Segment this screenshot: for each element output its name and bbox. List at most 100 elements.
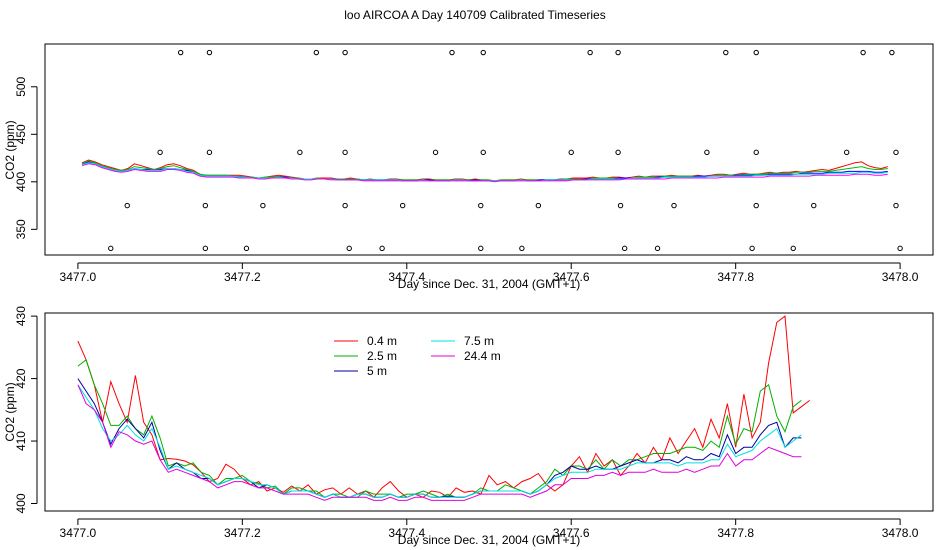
bottom-y-tick-label: 400 xyxy=(14,493,28,513)
top-point-marker xyxy=(519,245,525,252)
top-x-tick-label: 3477.0 xyxy=(60,270,97,284)
top-point-marker xyxy=(615,49,621,56)
top-y-tick-label: 450 xyxy=(14,124,28,144)
top-point-marker xyxy=(342,149,348,156)
bottom-x-tick-label: 3477.8 xyxy=(717,526,754,540)
top-point-marker xyxy=(671,202,677,209)
top-point-marker xyxy=(889,49,895,56)
bottom-y-axis-label: CO2 (ppm) xyxy=(3,382,17,441)
top-point-marker xyxy=(811,202,817,209)
top-panel: 3477.0 3477.2 3477.4 3477.6 3477.8 3478.0 350… xyxy=(3,43,934,291)
bottom-panel: 3477.0 3477.2 3477.4 3477.6 3477.8 3478.0 400… xyxy=(3,306,934,547)
bottom-y-tick-label: 420 xyxy=(14,368,28,388)
bottom-x-tick-label: 3477.6 xyxy=(553,526,590,540)
series-line-24-4-m xyxy=(77,384,802,501)
top-point-marker xyxy=(157,149,163,156)
top-y-axis-label: CO2 (ppm) xyxy=(3,120,17,179)
top-point-marker xyxy=(342,49,348,56)
top-point-marker xyxy=(617,202,624,209)
top-series-lines xyxy=(81,159,888,183)
top-point-marker xyxy=(893,149,899,156)
series-line-5-m xyxy=(77,378,802,498)
top-y-tick-label: 500 xyxy=(14,76,28,96)
top-point-marker xyxy=(243,245,250,252)
top-series-line xyxy=(81,159,888,182)
top-point-marker xyxy=(893,202,899,209)
top-point-marker xyxy=(108,245,114,252)
legend-label: 0.4 m xyxy=(367,334,397,348)
bottom-x-tick-label: 3477.0 xyxy=(60,526,97,540)
top-point-marker xyxy=(615,149,621,156)
top-point-marker xyxy=(654,245,661,252)
bottom-y-tick-label: 410 xyxy=(14,431,28,451)
top-y-tick-label: 400 xyxy=(14,171,28,191)
top-x-tick-label: 3477.2 xyxy=(224,270,261,284)
top-point-marker xyxy=(621,245,628,252)
bottom-x-tick-label: 3477.2 xyxy=(224,526,261,540)
top-x-tick-label: 3477.6 xyxy=(553,270,590,284)
top-point-marker xyxy=(480,149,486,156)
top-x-axis-label: Day since Dec. 31, 2004 (GMT+1) xyxy=(398,277,580,291)
top-point-marker xyxy=(202,245,209,252)
top-point-markers xyxy=(108,49,903,252)
legend: 0.4 m2.5 m5 m 7.5 m24.4 m xyxy=(334,334,501,378)
top-point-marker xyxy=(297,149,303,156)
top-x-tick-label: 3477.4 xyxy=(388,270,425,284)
legend-label: 24.4 m xyxy=(464,349,501,363)
top-point-marker xyxy=(432,149,439,156)
top-point-marker xyxy=(313,49,320,56)
top-series-line xyxy=(81,162,888,182)
top-plot-frame xyxy=(44,43,934,256)
bottom-x-tick-label: 3477.4 xyxy=(388,526,425,540)
top-point-marker xyxy=(478,245,484,252)
top-point-marker xyxy=(342,202,348,209)
top-point-marker xyxy=(723,49,729,56)
series-line-7-5-m xyxy=(77,384,802,498)
figure-title: loo AIRCOA A Day 140709 Calibrated Times… xyxy=(344,8,606,22)
top-point-marker xyxy=(753,202,759,209)
legend-label: 5 m xyxy=(367,364,387,378)
top-y-tick-label: 350 xyxy=(14,219,28,239)
top-point-marker xyxy=(753,149,759,156)
top-point-marker xyxy=(379,245,385,252)
top-point-marker xyxy=(704,149,710,156)
top-point-marker xyxy=(449,49,455,56)
series-line-2-5-m xyxy=(77,358,802,498)
legend-label: 2.5 m xyxy=(367,349,397,363)
top-point-marker xyxy=(206,149,213,156)
top-point-marker xyxy=(568,149,574,156)
top-point-marker xyxy=(480,49,486,56)
top-point-marker xyxy=(790,245,796,252)
top-point-marker xyxy=(478,202,484,209)
bottom-y-tick-label: 430 xyxy=(14,306,28,326)
top-point-marker xyxy=(535,202,542,209)
bottom-series-lines xyxy=(77,315,811,501)
legend-label: 7.5 m xyxy=(464,334,494,348)
bottom-x-axis-label: Day since Dec. 31, 2004 (GMT+1) xyxy=(398,533,580,547)
top-point-marker xyxy=(260,202,266,209)
top-point-marker xyxy=(124,202,130,209)
top-point-marker xyxy=(399,202,406,209)
top-point-marker xyxy=(177,49,184,56)
top-x-tick-label: 3477.8 xyxy=(717,270,754,284)
bottom-plot-frame xyxy=(44,312,934,512)
top-point-marker xyxy=(587,49,593,56)
top-series-line xyxy=(81,160,888,182)
bottom-y-axis: 400 410 420 430 xyxy=(14,306,38,514)
top-point-marker xyxy=(346,245,352,252)
top-point-marker xyxy=(202,202,209,209)
top-point-marker xyxy=(897,245,903,252)
top-point-marker xyxy=(753,49,759,56)
top-point-marker xyxy=(206,49,213,56)
top-x-tick-label: 3478.0 xyxy=(882,270,919,284)
top-y-axis: 350 400 450 500 xyxy=(14,76,38,239)
bottom-x-tick-label: 3478.0 xyxy=(882,526,919,540)
top-point-marker xyxy=(860,49,866,56)
top-series-line xyxy=(81,161,888,182)
top-point-marker xyxy=(749,245,755,252)
bottom-x-axis: 3477.0 3477.2 3477.4 3477.6 3477.8 3478.0 xyxy=(60,518,919,540)
top-series-line xyxy=(81,163,888,183)
top-x-axis: 3477.0 3477.2 3477.4 3477.6 3477.8 3478.0 xyxy=(60,262,919,284)
top-point-marker xyxy=(843,149,850,156)
